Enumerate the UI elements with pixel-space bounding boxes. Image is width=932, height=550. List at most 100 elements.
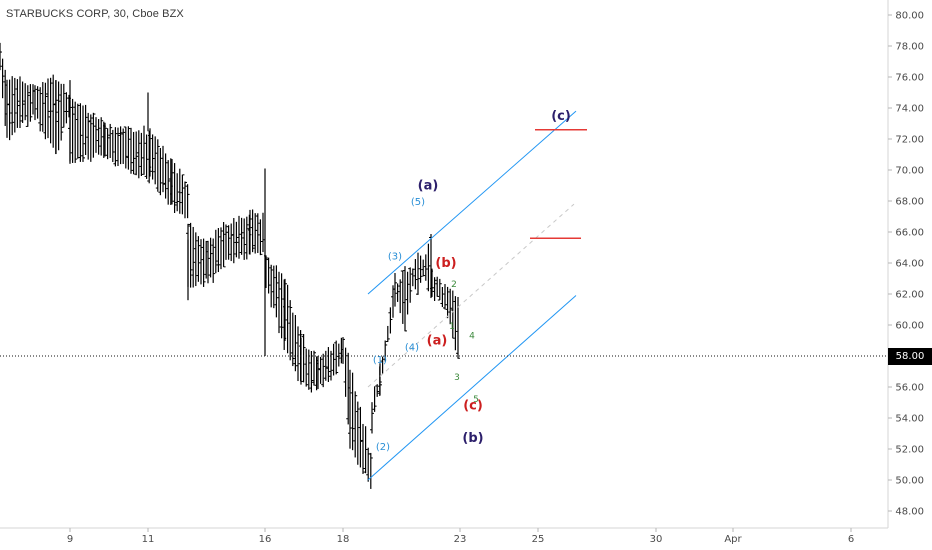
price-tick-label: 66.00	[895, 228, 924, 239]
ohlc-bar	[10, 76, 15, 136]
ohlc-bar	[271, 265, 276, 309]
ohlc-bar	[188, 222, 193, 288]
ohlc-bar	[94, 117, 98, 153]
ohlc-bar	[175, 173, 180, 212]
wave-label: (a)	[418, 179, 439, 194]
ohlc-bar	[266, 257, 271, 294]
ohlc-bar	[64, 92, 69, 124]
ohlc-bar	[326, 347, 331, 382]
ohlc-bar	[158, 148, 163, 196]
wave-label: (b)	[462, 431, 483, 446]
ohlc-bar	[375, 384, 380, 397]
ohlc-bar	[33, 85, 37, 121]
ohlc-bar	[108, 123, 113, 158]
ohlc-bar	[40, 82, 45, 132]
ohlc-bar	[51, 74, 56, 148]
time-tick-label: 6	[848, 534, 854, 545]
price-tick-label: 68.00	[895, 197, 924, 208]
ohlc-bar	[226, 225, 231, 260]
ohlc-bar	[309, 351, 314, 393]
ohlc-bar	[131, 131, 136, 175]
ohlc-bar	[293, 315, 298, 372]
ohlc-bar	[38, 87, 43, 132]
ohlc-bar	[70, 98, 75, 163]
ohlc-bar	[361, 423, 365, 474]
time-tick-label: 11	[142, 534, 155, 545]
ohlc-bar	[288, 300, 293, 361]
ohlc-bar	[196, 236, 201, 282]
ohlc-bar	[445, 286, 450, 319]
ohlc-bar	[258, 219, 263, 256]
ohlc-bar	[343, 347, 348, 397]
ohlc-bar	[316, 355, 320, 390]
ohlc-bar	[321, 353, 326, 388]
ohlc-bar	[221, 222, 226, 268]
upper-channel-line[interactable]	[367, 110, 577, 295]
time-tick-label: 23	[454, 534, 467, 545]
ohlc-bar	[155, 139, 160, 192]
ohlc-bar	[440, 287, 445, 308]
ohlc-bar	[416, 252, 420, 295]
ohlc-bar	[370, 402, 374, 434]
wave-label: (3)	[388, 251, 402, 262]
ohlc-bar	[18, 76, 22, 128]
ohlc-bar	[191, 226, 196, 288]
ohlc-bar	[199, 239, 203, 285]
ohlc-bar	[139, 132, 144, 176]
time-tick-label: 18	[337, 534, 350, 545]
wave-label: (b)	[435, 256, 456, 271]
ohlc-bar	[103, 122, 107, 157]
ohlc-bar	[277, 271, 281, 334]
ohlc-bar	[116, 127, 120, 167]
ohlc-bar	[269, 264, 274, 308]
ohlc-bar	[59, 83, 64, 141]
ohlc-bar	[23, 83, 28, 121]
ohlc-bar	[378, 363, 382, 396]
ohlc-bar	[255, 213, 260, 253]
ohlc-bar	[177, 168, 182, 214]
ohlc-bar	[25, 85, 30, 127]
ohlc-bar	[323, 350, 328, 381]
ohlc-bar	[423, 254, 428, 281]
ohlc-bar	[405, 271, 410, 315]
wave-label: 4	[469, 331, 475, 341]
ohlc-bar	[304, 348, 309, 387]
lower-channel-line[interactable]	[367, 295, 577, 481]
price-tick-label: 74.00	[895, 104, 924, 115]
price-tick-label: 78.00	[895, 42, 924, 53]
ohlc-bar	[385, 325, 390, 343]
ohlc-bar	[123, 126, 128, 169]
ohlc-bar	[211, 238, 216, 283]
ohlc-bar	[121, 128, 126, 164]
time-tick-label: Apr	[724, 534, 742, 545]
wave-label: (5)	[411, 197, 425, 208]
ohlc-bar	[136, 130, 141, 179]
ohlc-bar	[418, 255, 423, 283]
ohlc-bar	[163, 153, 168, 199]
wave-label: (c)	[463, 399, 483, 414]
ohlc-bar	[91, 112, 96, 158]
ohlc-bar	[213, 229, 218, 274]
ohlc-bar	[336, 343, 341, 367]
drawing-overlays	[0, 110, 888, 481]
ohlc-bar	[421, 259, 426, 277]
ohlc-bar	[229, 223, 234, 262]
ohlc-bar	[331, 343, 336, 376]
price-tick-label: 56.00	[895, 383, 924, 394]
ohlc-bar	[78, 103, 83, 162]
price-tick-label: 54.00	[895, 414, 924, 425]
ohlc-bar	[56, 81, 61, 151]
ohlc-bar	[290, 312, 295, 367]
ohlc-bar	[0, 42, 2, 71]
ohlc-bar	[110, 129, 115, 163]
price-axis[interactable]: 48.00 50.00 52.00 54.00 56.00 60.00 62.00 64.00…	[887, 0, 924, 528]
ohlc-bar	[12, 77, 17, 133]
ohlc-bar	[443, 284, 447, 310]
ohlc-bar	[239, 217, 244, 255]
ohlc-bar	[208, 237, 213, 278]
wave-label: 1	[449, 322, 455, 332]
ohlc-bar	[73, 101, 78, 163]
time-axis[interactable]: 9 11 16 18 23 25 30 Apr 6	[0, 527, 888, 545]
ohlc-bar	[296, 326, 300, 382]
